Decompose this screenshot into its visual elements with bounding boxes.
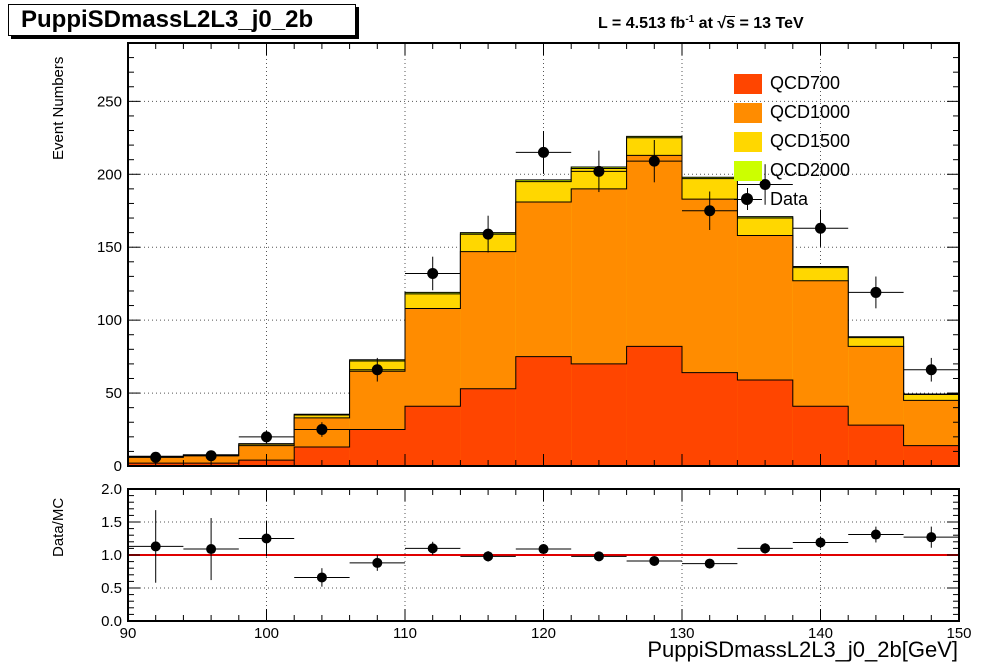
- x-axis-title: PuppiSDmassL2L3_j0_2b[GeV]: [647, 637, 958, 662]
- ratio-point-0: [150, 541, 161, 552]
- data-point-0: [150, 451, 162, 463]
- ratio-ytick-label-0: 0.0: [101, 613, 122, 630]
- ratio-point-13: [870, 529, 881, 540]
- ratio-point-11: [760, 543, 771, 554]
- ratio-ytick-label-4: 2.0: [101, 481, 122, 498]
- outline-qcd1500: [128, 137, 959, 458]
- main-ytick-label-3: 150: [97, 239, 122, 256]
- ratio-point-12: [815, 537, 826, 548]
- legend-data-marker: [741, 193, 753, 205]
- ratio-point-3: [316, 572, 327, 583]
- data-point-3: [316, 424, 328, 436]
- legend-label-data: Data: [770, 189, 809, 209]
- ratio-point-5: [427, 543, 438, 554]
- ratio-point-14: [926, 532, 937, 543]
- data-point-1: [205, 450, 217, 462]
- data-point-9: [648, 155, 660, 167]
- legend-swatch-qcd2000: [734, 161, 762, 181]
- bar-qcd700-11: [737, 379, 793, 466]
- data-point-7: [538, 146, 549, 158]
- lumi-prefix: L = 4.513 fb: [598, 15, 686, 32]
- luminosity-label: L = 4.513 fb-1 at √s = 13 TeV: [598, 14, 804, 32]
- data-point-6: [482, 228, 494, 240]
- legend-entry-data: Data: [728, 186, 888, 215]
- legend-entry-qcd1500: QCD1500: [728, 128, 888, 157]
- legend-label-qcd700: QCD700: [770, 73, 841, 93]
- ratio-xtick-label-2: 110: [393, 625, 417, 642]
- bar-qcd700-14: [903, 445, 959, 466]
- ratio-point-7: [538, 544, 549, 555]
- legend-label-qcd1000: QCD1000: [770, 102, 851, 122]
- ratio-point-8: [593, 551, 604, 562]
- bar-qcd700-10: [682, 372, 738, 466]
- data-point-10: [704, 205, 716, 217]
- bar-qcd700-9: [626, 346, 682, 466]
- lumi-suffix: = 13 TeV: [735, 15, 804, 32]
- main-y-axis-title: Event Numbers: [50, 56, 67, 160]
- lumi-sqrt-s: s: [726, 15, 736, 32]
- ratio-xtick-label-6: 150: [946, 625, 971, 642]
- legend-entry-qcd700: QCD700: [728, 70, 888, 99]
- legend: QCD700 QCD1000 QCD1500 QCD2000 Data: [728, 70, 888, 215]
- data-point-12: [815, 222, 826, 234]
- data-point-11: [759, 178, 771, 190]
- bar-qcd700-7: [515, 356, 572, 466]
- outline-qcd700: [128, 345, 959, 464]
- ratio-ytick-label-1: 0.5: [101, 580, 122, 597]
- ratio-xtick-label-3: 120: [531, 625, 556, 642]
- bar-qcd700-5: [405, 406, 461, 466]
- data-point-13: [870, 286, 882, 298]
- bar-qcd700-4: [349, 429, 405, 466]
- bar-qcd700-6: [460, 388, 516, 466]
- main-ytick-label-1: 50: [105, 385, 122, 402]
- legend-label-qcd1500: QCD1500: [770, 131, 851, 151]
- legend-swatch-qcd1500: [734, 132, 762, 152]
- ratio-xtick-label-0: 90: [120, 625, 137, 642]
- histogram-title: PuppiSDmassL2L3_j0_2b: [8, 4, 356, 36]
- main-ytick-label-5: 250: [97, 93, 122, 110]
- legend-swatch-qcd700: [734, 74, 762, 94]
- main-plot: 0 50 100 150 200 250: [97, 42, 960, 475]
- main-ytick-label-4: 200: [97, 166, 122, 183]
- ratio-xtick-label-5: 140: [808, 625, 833, 642]
- lumi-exponent: -1: [685, 14, 695, 25]
- data-point-14: [925, 364, 937, 376]
- legend-entry-qcd2000: QCD2000: [728, 157, 888, 186]
- legend-label-qcd2000: QCD2000: [770, 160, 851, 180]
- main-ytick-label-0: 0: [114, 458, 122, 475]
- ratio-point-1: [206, 544, 217, 555]
- legend-swatch-qcd1000: [734, 103, 762, 123]
- bar-qcd700-13: [848, 425, 904, 466]
- outline-qcd1000: [128, 154, 959, 458]
- ratio-point-6: [483, 551, 494, 562]
- bar-qcd700-8: [571, 363, 627, 466]
- ratio-ytick-label-2: 1.0: [101, 547, 122, 564]
- ratio-point-4: [372, 557, 383, 568]
- ratio-point-9: [649, 555, 660, 566]
- ratio-ytick-label-3: 1.5: [101, 514, 122, 531]
- ratio-plot: 0.0 0.5 1.0 1.5 2.0 90 100 110 120 130 140 150: [101, 481, 971, 642]
- legend-entry-qcd1000: QCD1000: [728, 99, 888, 128]
- data-point-5: [427, 267, 439, 279]
- ratio-xtick-label-4: 130: [669, 625, 694, 642]
- data-point-4: [371, 364, 383, 376]
- bar-qcd700-3: [294, 447, 350, 466]
- data-point-2: [261, 431, 272, 443]
- ratio-xtick-label-1: 100: [254, 625, 279, 642]
- ratio-point-2: [261, 533, 272, 544]
- lumi-mid: at: [694, 15, 718, 32]
- main-ytick-label-2: 100: [97, 312, 122, 329]
- ratio-y-axis-title: Data/MC: [50, 497, 67, 557]
- ratio-point-10: [704, 558, 715, 569]
- data-point-8: [593, 165, 605, 177]
